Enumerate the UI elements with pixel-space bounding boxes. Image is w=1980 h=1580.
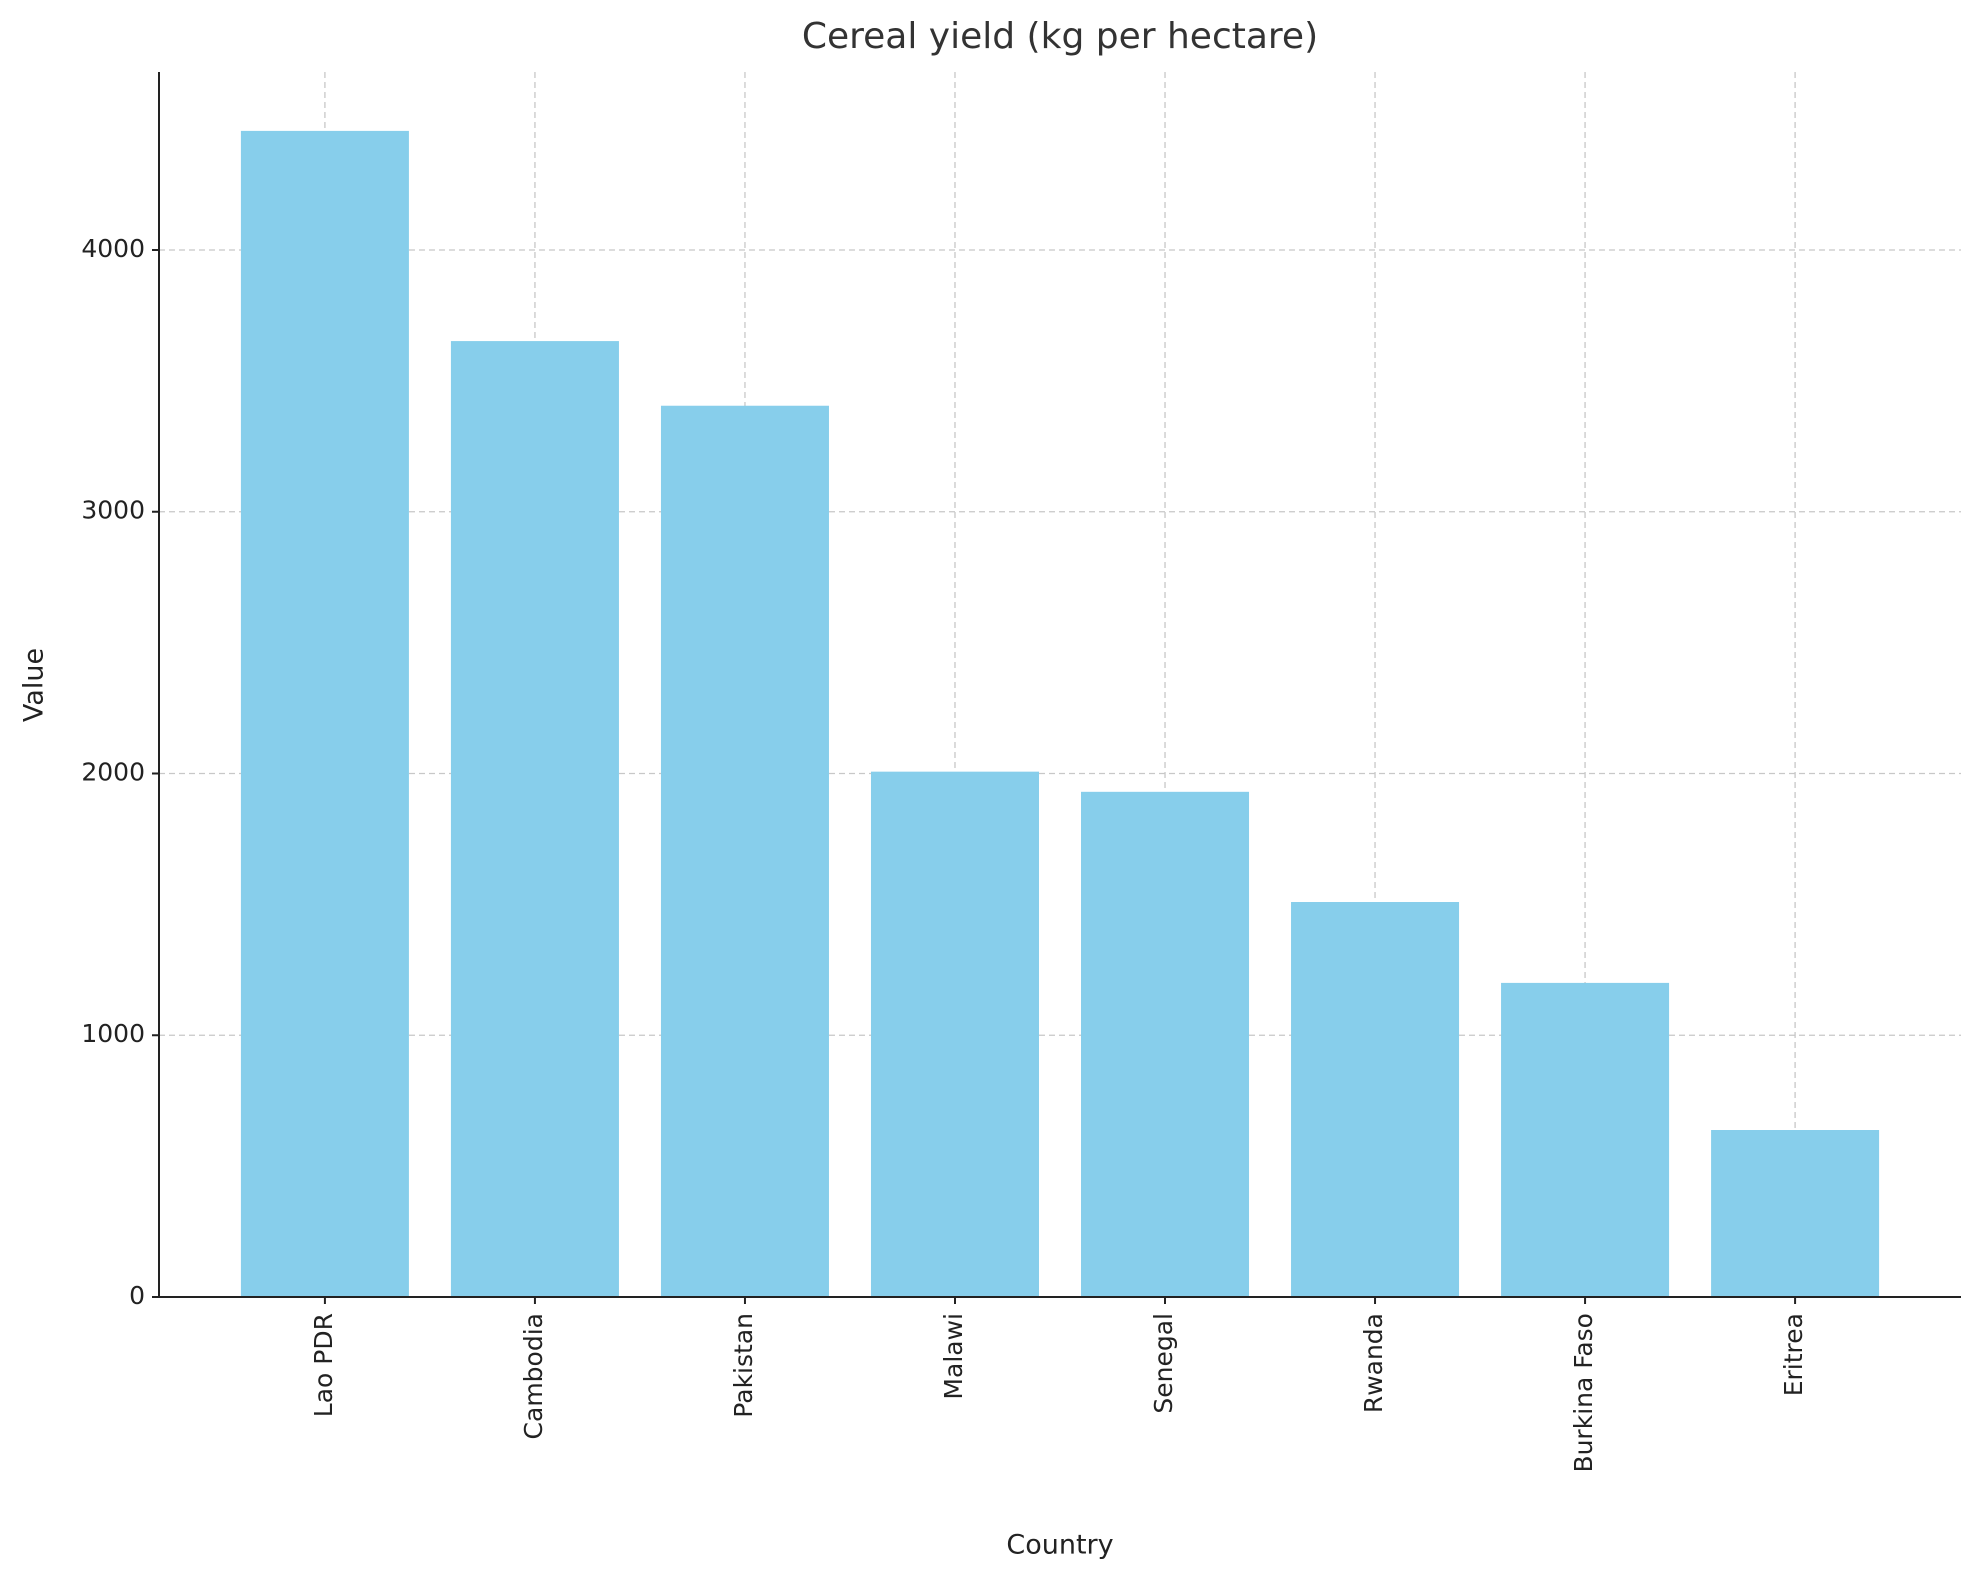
- y-tick-label: 1000: [81, 1019, 145, 1048]
- bar: [450, 341, 619, 1298]
- y-tick-label: 2000: [81, 757, 145, 786]
- bar: [1291, 902, 1460, 1297]
- x-axis-label: Country: [1006, 1530, 1113, 1561]
- y-tick-label: 3000: [81, 496, 145, 525]
- x-tick-label: Senegal: [1149, 1313, 1178, 1414]
- x-tick-label: Cambodia: [519, 1313, 548, 1439]
- bar: [1711, 1130, 1880, 1297]
- bar: [1501, 982, 1670, 1297]
- bar: [870, 771, 1039, 1297]
- x-tick-label: Rwanda: [1359, 1313, 1388, 1413]
- bar: [1081, 791, 1250, 1297]
- y-tick-label: 0: [129, 1281, 145, 1310]
- x-tick-label: Burkina Faso: [1569, 1313, 1598, 1473]
- chart-title: Cereal yield (kg per hectare): [802, 16, 1318, 57]
- x-tick-label: Lao PDR: [309, 1313, 338, 1417]
- bar: [660, 405, 829, 1297]
- x-tick-label: Pakistan: [729, 1313, 758, 1418]
- x-tick-label: Eritrea: [1779, 1313, 1808, 1396]
- x-tick-label: Malawi: [939, 1313, 968, 1400]
- bar: [240, 130, 409, 1297]
- y-axis-label: Value: [19, 648, 50, 722]
- y-tick-label: 4000: [81, 234, 145, 263]
